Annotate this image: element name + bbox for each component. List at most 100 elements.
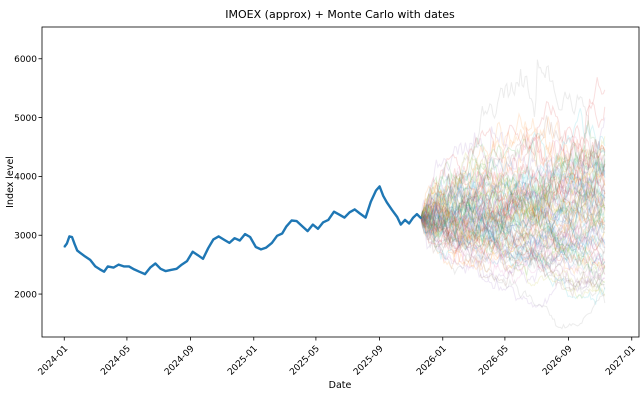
- simulation-path: [420, 208, 606, 268]
- simulation-path: [420, 144, 606, 237]
- x-tick-label: 2024-05: [99, 344, 133, 378]
- simulation-path: [420, 172, 606, 253]
- simulation-path: [420, 217, 605, 308]
- simulation-path: [420, 163, 606, 233]
- simulation-path: [420, 218, 606, 288]
- history-point: [338, 214, 340, 216]
- simulation-path: [420, 217, 606, 330]
- simulation-path: [420, 152, 606, 244]
- simulation-path: [420, 186, 605, 250]
- simulation-path: [420, 203, 606, 266]
- simulation-path: [420, 116, 606, 219]
- history-point: [123, 265, 125, 267]
- history-point: [301, 225, 303, 227]
- history-point: [212, 238, 214, 240]
- simulation-path: [420, 218, 606, 290]
- simulation-path: [420, 158, 606, 290]
- simulation-path: [420, 191, 606, 247]
- simulation-path: [420, 174, 606, 272]
- simulation-path: [420, 148, 606, 227]
- simulation-path: [420, 206, 606, 267]
- simulation-path: [420, 157, 606, 243]
- history-point: [94, 265, 96, 267]
- history-point: [296, 220, 298, 222]
- simulation-path: [420, 98, 606, 235]
- history-point: [260, 248, 262, 250]
- x-tick-label: 2027-01: [604, 344, 638, 378]
- history-point: [223, 239, 225, 241]
- history-series: [63, 185, 422, 276]
- history-point: [291, 219, 293, 222]
- simulation-path: [420, 181, 606, 277]
- y-axis: 2000 3000 4000 5000 6000: [14, 55, 42, 300]
- simulation-path: [420, 175, 606, 305]
- simulation-path: [420, 138, 606, 225]
- simulation-path: [420, 192, 606, 258]
- y-tick-label: 3000: [14, 231, 37, 241]
- x-tick-label: 2025-09: [352, 344, 386, 378]
- simulation-path: [420, 156, 606, 276]
- history-point: [133, 268, 135, 270]
- simulation-path: [420, 208, 606, 274]
- history-point: [107, 265, 109, 267]
- history-point: [176, 268, 178, 270]
- simulation-path: [420, 161, 606, 297]
- simulation-path: [420, 143, 606, 248]
- history-point: [68, 235, 70, 237]
- y-tick-label: 2000: [14, 290, 37, 300]
- history-point: [416, 213, 418, 215]
- x-tick-label: 2026-05: [477, 344, 511, 378]
- simulation-path: [420, 154, 606, 252]
- history-point: [76, 249, 78, 252]
- simulation-path: [420, 131, 606, 234]
- simulation-path: [421, 161, 606, 228]
- history-point: [186, 260, 188, 262]
- history-point: [391, 209, 393, 211]
- history-point: [84, 255, 86, 257]
- simulation-path: [420, 185, 606, 258]
- simulation-path: [420, 120, 606, 229]
- simulation-path: [420, 206, 606, 300]
- plot-frame: [41, 26, 640, 338]
- x-axis: 2024-01 2024-05 2024-09 2025-01 2025-05 2025-…: [37, 337, 638, 378]
- history-point: [408, 222, 410, 225]
- history-point: [228, 242, 230, 244]
- history-point: [276, 235, 278, 237]
- simulation-path: [420, 167, 606, 249]
- simulation-path: [420, 195, 605, 257]
- simulation-path: [420, 59, 606, 226]
- simulation-path: [420, 108, 606, 247]
- simulation-path: [420, 184, 606, 270]
- history-point: [349, 211, 351, 213]
- simulation-path: [420, 152, 606, 240]
- history-point: [160, 268, 162, 270]
- simulation-path: [420, 138, 606, 230]
- simulation-path: [420, 151, 606, 251]
- history-point: [154, 262, 156, 265]
- simulation-path: [420, 183, 606, 256]
- history-point: [197, 254, 199, 256]
- x-tick-label: 2024-09: [163, 344, 197, 378]
- history-point: [412, 217, 414, 219]
- history-point: [207, 247, 209, 249]
- simulation-path: [420, 169, 606, 228]
- simulation-path: [420, 189, 606, 259]
- simulation-path: [420, 141, 606, 230]
- simulation-path: [420, 144, 606, 242]
- history-point: [333, 211, 335, 213]
- simulation-path: [420, 205, 605, 266]
- history-point: [400, 224, 402, 226]
- history-point: [63, 246, 65, 248]
- history-point: [202, 258, 204, 260]
- simulation-path: [420, 191, 606, 252]
- x-tick-label: 2026-09: [541, 344, 575, 378]
- simulation-path: [420, 203, 606, 274]
- history-point: [79, 252, 81, 254]
- history-point: [128, 265, 130, 267]
- simulation-path: [420, 137, 606, 255]
- simulation-path: [420, 206, 605, 297]
- x-axis-label: Date: [329, 380, 352, 391]
- simulation-path: [420, 77, 606, 219]
- history-point: [144, 273, 146, 275]
- history-point: [370, 201, 372, 203]
